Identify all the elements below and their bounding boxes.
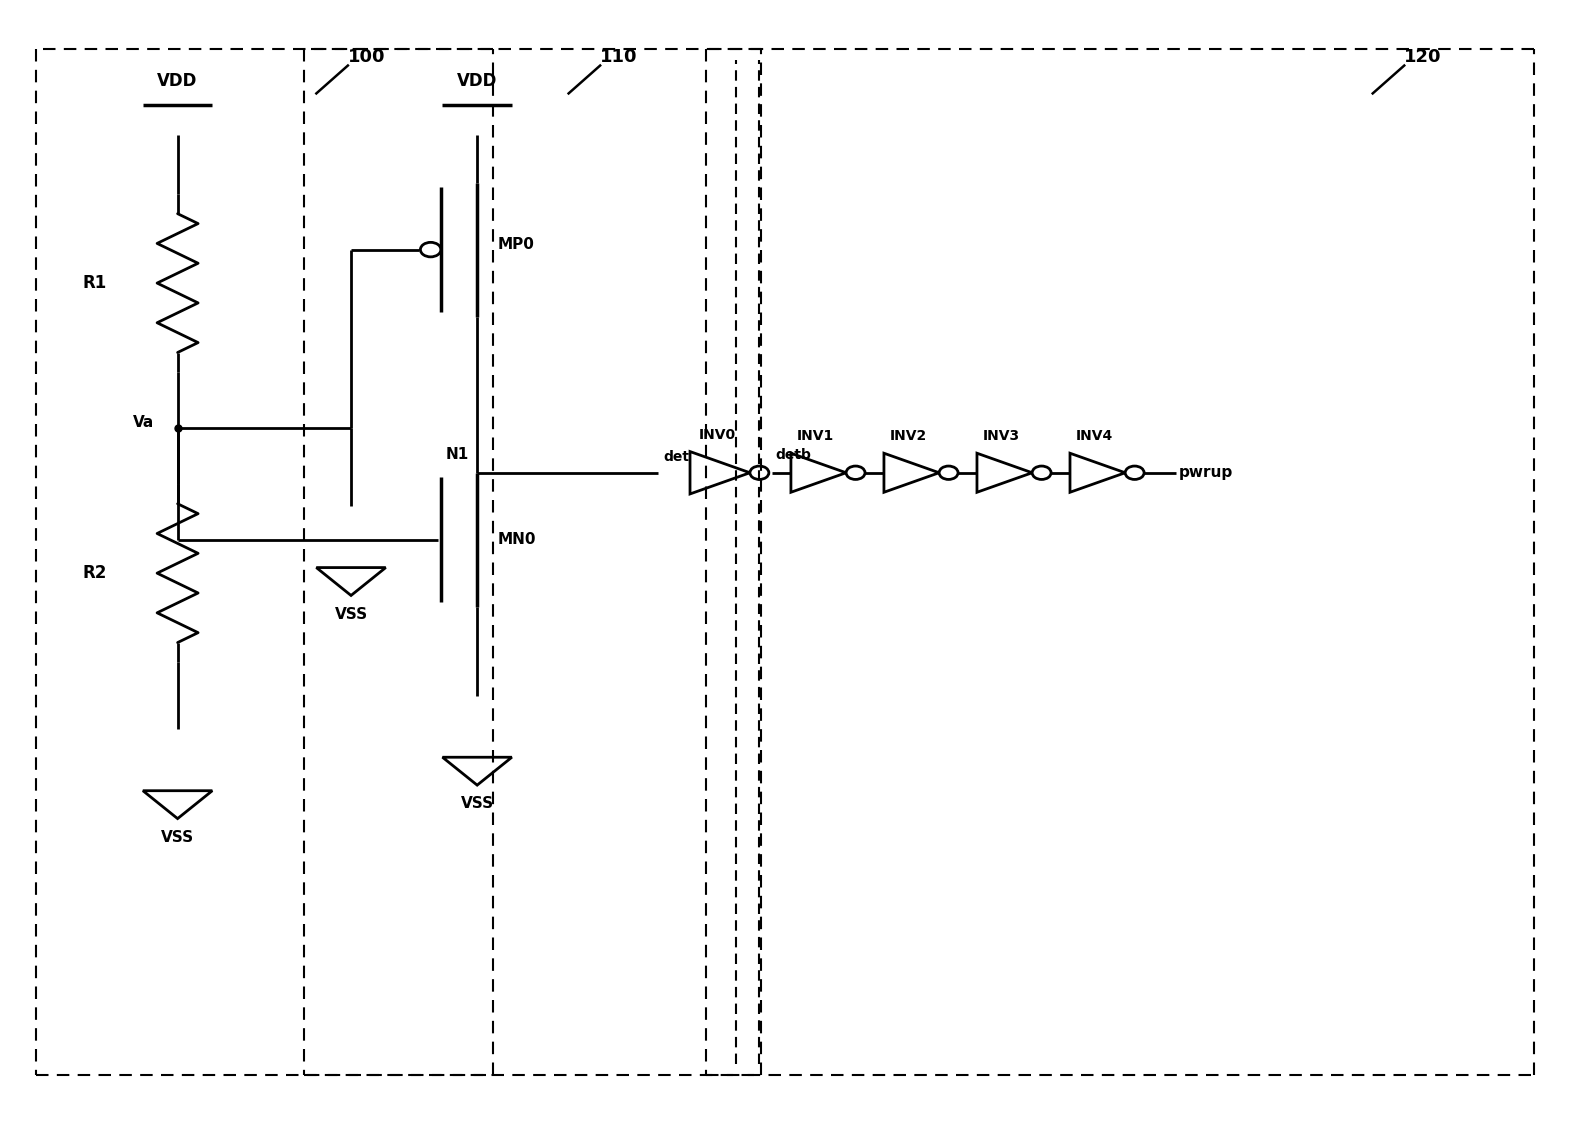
Text: 110: 110 — [601, 47, 637, 65]
Text: INV1: INV1 — [797, 429, 834, 443]
Text: detb: detb — [775, 447, 812, 462]
Text: VDD: VDD — [157, 72, 198, 90]
Text: INV2: INV2 — [891, 429, 927, 443]
Text: R2: R2 — [82, 564, 106, 582]
Text: INV0: INV0 — [699, 427, 735, 442]
Text: MP0: MP0 — [498, 236, 534, 252]
Text: MN0: MN0 — [498, 532, 536, 547]
Text: 120: 120 — [1404, 47, 1442, 65]
Text: INV3: INV3 — [983, 429, 1021, 443]
Text: 100: 100 — [347, 47, 385, 65]
Text: pwrup: pwrup — [1179, 465, 1233, 480]
Text: VSS: VSS — [334, 607, 368, 622]
Text: VSS: VSS — [162, 830, 195, 845]
Text: INV4: INV4 — [1076, 429, 1113, 443]
Text: VDD: VDD — [456, 72, 498, 90]
Text: det: det — [663, 450, 689, 464]
Text: N1: N1 — [445, 446, 469, 462]
Text: R1: R1 — [82, 274, 106, 292]
Text: Va: Va — [133, 415, 154, 430]
Text: VSS: VSS — [461, 796, 495, 812]
